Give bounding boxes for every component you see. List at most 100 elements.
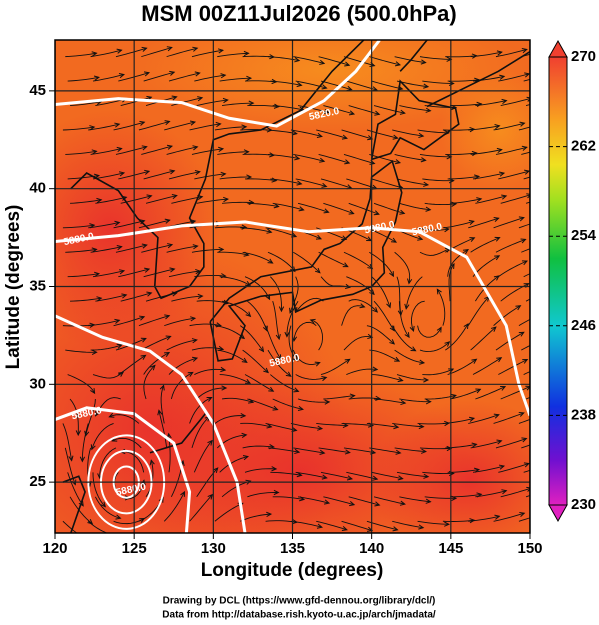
- streamline: [141, 336, 171, 351]
- stream-arrow: [241, 224, 248, 230]
- stream-arrow: [348, 110, 356, 116]
- stream-arrow: [499, 171, 506, 177]
- streamline: [399, 105, 431, 112]
- streamline: [297, 496, 330, 504]
- streamline: [221, 300, 251, 317]
- stream-arrow: [271, 466, 278, 472]
- streamline: [166, 146, 198, 155]
- stream-arrow: [140, 354, 147, 360]
- streamline: [65, 349, 97, 353]
- stream-arrow: [501, 194, 508, 200]
- stream-arrow: [524, 72, 530, 78]
- stream-arrow: [520, 238, 527, 244]
- stream-arrow: [268, 386, 275, 392]
- streamline: [394, 154, 426, 161]
- streamline: [191, 416, 210, 449]
- streamline: [521, 345, 530, 351]
- streamline: [265, 227, 297, 238]
- streamline: [290, 129, 322, 137]
- streamline: [67, 76, 99, 82]
- stream-arrow: [423, 83, 430, 89]
- colorbar-extend: [548, 504, 568, 523]
- streamline: [164, 317, 196, 327]
- streamline: [115, 47, 147, 58]
- stream-arrow: [374, 110, 381, 116]
- stream-arrow: [96, 197, 103, 204]
- stream-arrow: [169, 169, 176, 175]
- stream-arrow: [116, 146, 123, 153]
- stream-arrow: [96, 296, 103, 302]
- stream-arrow: [139, 315, 146, 321]
- stream-arrow: [374, 501, 381, 507]
- stream-arrow: [341, 235, 348, 241]
- stream-arrow: [471, 358, 478, 364]
- streamline: [193, 440, 213, 473]
- y-tick-label: 45: [29, 82, 46, 99]
- streamline: [267, 251, 296, 272]
- stream-arrow: [167, 243, 174, 249]
- stream-arrow: [266, 228, 273, 234]
- streamline: [369, 56, 401, 66]
- streamline: [348, 397, 381, 400]
- streamline: [143, 268, 175, 278]
- streamline: [217, 151, 249, 155]
- stream-arrow: [278, 306, 285, 313]
- streamline: [498, 260, 528, 278]
- stream-arrow: [197, 96, 204, 102]
- stream-arrow: [451, 104, 458, 111]
- stream-arrow: [522, 359, 529, 364]
- x-axis-label: Longitude (degrees): [201, 560, 384, 581]
- streamline: [160, 385, 165, 424]
- streamline: [217, 349, 248, 363]
- stream-arrow: [525, 385, 530, 391]
- streamline: [171, 295, 203, 302]
- streamline: [113, 220, 145, 229]
- stream-arrow: [262, 325, 268, 332]
- streamline: [191, 248, 224, 253]
- streamline: [323, 395, 355, 400]
- streamline: [163, 491, 185, 522]
- streamline: [219, 456, 249, 473]
- streamline: [270, 80, 302, 86]
- stream-arrow: [248, 100, 255, 106]
- stream-arrow: [496, 439, 503, 445]
- streamline: [320, 80, 352, 91]
- stream-arrow: [139, 120, 146, 126]
- stream-arrow: [68, 455, 74, 462]
- stream-arrow: [319, 449, 326, 455]
- stream-arrow: [220, 171, 227, 177]
- streamline: [94, 496, 121, 519]
- streamline: [191, 347, 224, 351]
- streamline: [523, 469, 530, 473]
- streamline: [493, 122, 525, 131]
- stream-arrow: [114, 220, 121, 226]
- stream-arrow: [164, 314, 171, 320]
- stream-arrow: [450, 393, 457, 399]
- stream-arrow: [544, 511, 549, 515]
- streamline: [65, 150, 97, 155]
- streamline: [297, 202, 329, 213]
- stream-arrow: [271, 177, 278, 183]
- streamline: [65, 248, 97, 253]
- streamline: [417, 520, 449, 525]
- stream-arrow: [397, 475, 404, 481]
- stream-arrow: [436, 288, 442, 295]
- stream-arrow: [291, 426, 298, 433]
- streamline: [272, 202, 304, 211]
- streamline: [141, 145, 173, 155]
- streamline: [138, 219, 170, 229]
- streamline: [92, 371, 124, 379]
- stream-arrow: [349, 501, 356, 507]
- stream-arrow: [114, 318, 121, 324]
- stream-arrow: [314, 361, 321, 367]
- streamline: [392, 129, 424, 137]
- streamline: [293, 56, 325, 64]
- stream-arrow: [463, 249, 469, 255]
- streamline: [518, 517, 530, 522]
- streamline: [158, 410, 168, 448]
- stream-arrow: [443, 227, 450, 233]
- stream-arrow: [159, 384, 165, 391]
- stream-arrow: [194, 169, 201, 176]
- stream-arrow: [468, 219, 475, 225]
- stream-arrow: [494, 514, 501, 520]
